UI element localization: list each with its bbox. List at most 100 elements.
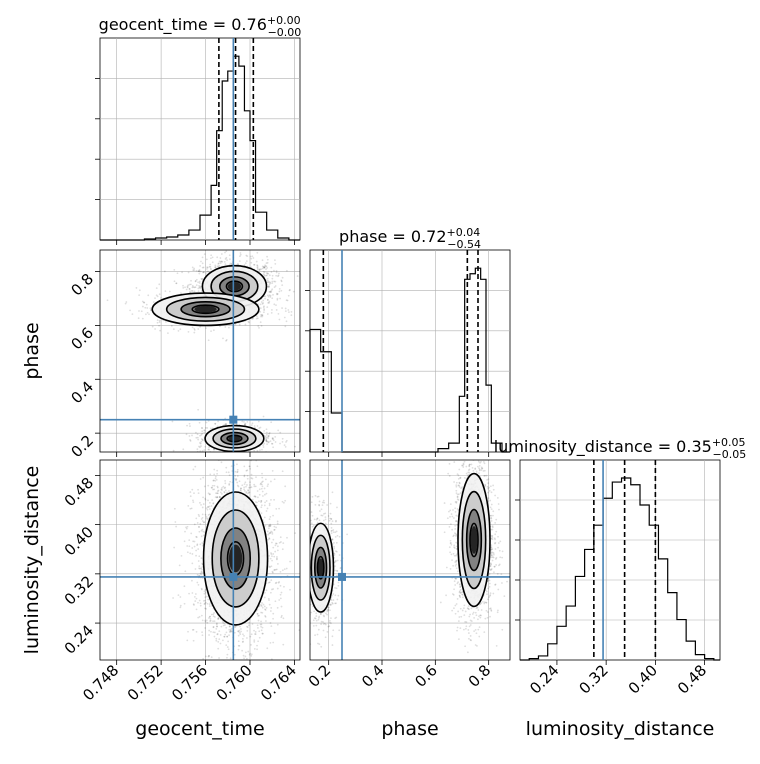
sample-point bbox=[246, 255, 248, 257]
sample-point bbox=[273, 303, 275, 305]
sample-point bbox=[260, 624, 262, 626]
sample-point bbox=[269, 604, 271, 606]
sample-point bbox=[198, 270, 200, 272]
sample-point bbox=[183, 585, 185, 587]
sample-point bbox=[247, 490, 249, 492]
sample-point bbox=[267, 508, 269, 510]
sample-point bbox=[266, 274, 268, 276]
sample-point bbox=[208, 634, 210, 636]
sample-point bbox=[267, 302, 269, 304]
sample-point bbox=[160, 297, 162, 299]
sample-point bbox=[269, 516, 271, 518]
sample-point bbox=[184, 286, 186, 288]
sample-point bbox=[227, 646, 229, 648]
sample-point bbox=[258, 500, 260, 502]
sample-point bbox=[250, 655, 252, 657]
sample-point bbox=[243, 635, 245, 637]
sample-point bbox=[261, 301, 263, 303]
sample-point bbox=[263, 416, 265, 418]
sample-point bbox=[205, 514, 207, 516]
sample-point bbox=[268, 301, 270, 303]
sample-point bbox=[246, 421, 248, 423]
sample-point bbox=[258, 620, 260, 622]
sample-point bbox=[192, 326, 194, 328]
sample-point bbox=[272, 515, 274, 517]
sample-point bbox=[186, 289, 188, 291]
sample-point bbox=[201, 430, 203, 432]
sample-point bbox=[202, 455, 204, 457]
sample-point bbox=[207, 599, 209, 601]
sample-point bbox=[282, 542, 284, 544]
sample-point bbox=[191, 580, 193, 582]
sample-point bbox=[147, 312, 149, 314]
sample-point bbox=[228, 634, 230, 636]
sample-point bbox=[222, 337, 224, 339]
sample-point bbox=[260, 626, 262, 628]
sample-point bbox=[270, 295, 272, 297]
sample-point bbox=[164, 271, 166, 273]
sample-point bbox=[208, 630, 210, 632]
sample-point bbox=[269, 283, 271, 285]
title-geocent_time: geocent_time = 0.76+0.00−0.00 bbox=[99, 14, 302, 39]
sample-point bbox=[199, 568, 201, 570]
sample-point bbox=[267, 534, 269, 536]
sample-point bbox=[200, 443, 202, 445]
sample-point bbox=[204, 627, 206, 629]
sample-point bbox=[271, 297, 273, 299]
sample-point bbox=[189, 423, 191, 425]
sample-point bbox=[279, 298, 281, 300]
sample-point bbox=[194, 600, 196, 602]
sample-point bbox=[247, 651, 249, 653]
sample-point bbox=[196, 543, 198, 545]
sample-point bbox=[280, 585, 282, 587]
sample-point bbox=[173, 269, 175, 271]
sample-point bbox=[285, 441, 287, 443]
sample-point bbox=[189, 425, 191, 427]
sample-point bbox=[136, 287, 138, 289]
sample-point bbox=[224, 457, 226, 459]
sample-point bbox=[268, 555, 270, 557]
sample-point bbox=[253, 484, 255, 486]
sample-point bbox=[179, 606, 181, 608]
sample-point bbox=[264, 267, 266, 269]
sample-point bbox=[236, 478, 238, 480]
sample-point bbox=[193, 640, 195, 642]
sample-point bbox=[260, 321, 262, 323]
sample-point bbox=[253, 639, 255, 641]
sample-point bbox=[285, 310, 287, 312]
sample-point bbox=[255, 631, 257, 633]
sample-point bbox=[251, 653, 253, 655]
sample-point bbox=[175, 526, 177, 528]
sample-point bbox=[233, 454, 235, 456]
sample-point bbox=[189, 552, 191, 554]
sample-point bbox=[199, 435, 201, 437]
sample-point bbox=[191, 508, 193, 510]
sample-point bbox=[222, 670, 224, 672]
sample-point bbox=[282, 438, 284, 440]
sample-point bbox=[273, 439, 275, 441]
sample-point bbox=[234, 323, 236, 325]
sample-point bbox=[250, 644, 252, 646]
sample-point bbox=[199, 265, 201, 267]
sample-point bbox=[239, 260, 241, 262]
sample-point bbox=[271, 589, 273, 591]
sample-point bbox=[242, 638, 244, 640]
sample-point bbox=[206, 619, 208, 621]
sample-point bbox=[256, 645, 258, 647]
sample-point bbox=[208, 655, 210, 657]
sample-point bbox=[279, 443, 281, 445]
sample-point bbox=[197, 328, 199, 330]
sample-point bbox=[192, 501, 194, 503]
sample-point bbox=[267, 483, 269, 485]
sample-point bbox=[196, 279, 198, 281]
sample-point bbox=[284, 444, 286, 446]
sample-point bbox=[271, 560, 273, 562]
sample-point bbox=[249, 481, 251, 483]
sample-point bbox=[214, 266, 216, 268]
sample-point bbox=[180, 292, 182, 294]
sample-point bbox=[197, 439, 199, 441]
sample-point bbox=[270, 592, 272, 594]
sample-point bbox=[149, 307, 151, 309]
sample-point bbox=[283, 502, 285, 504]
sample-point bbox=[284, 317, 286, 319]
